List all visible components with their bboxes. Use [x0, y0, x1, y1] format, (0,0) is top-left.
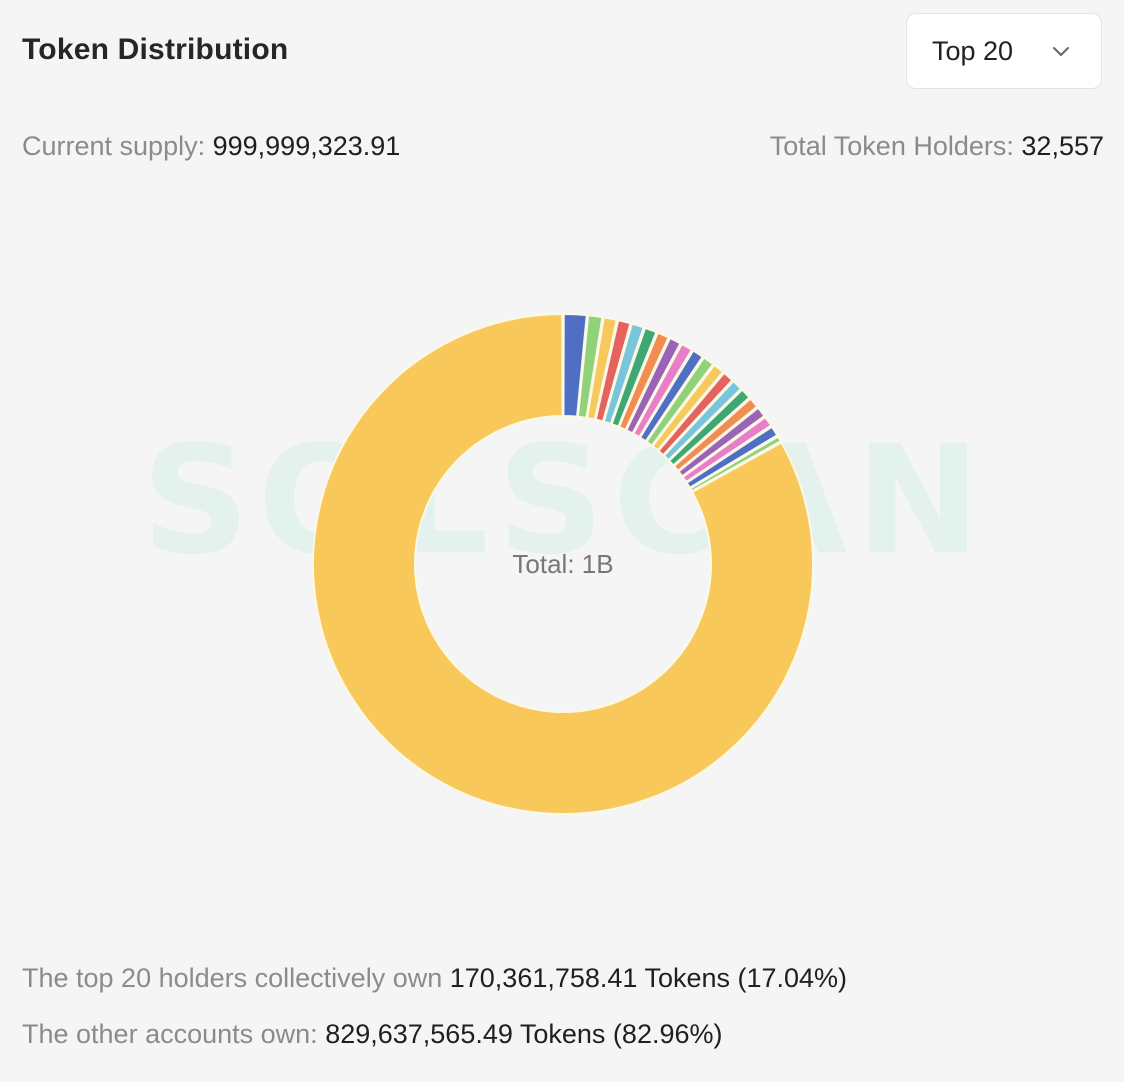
other-accounts-value: 829,637,565.49 Tokens (82.96%) — [325, 1019, 723, 1049]
distribution-chart: SOLSCAN Total: 1B — [0, 190, 1124, 930]
page-title: Token Distribution — [22, 33, 289, 66]
current-supply: Current supply: 999,999,323.91 — [22, 131, 400, 162]
slice-other-accounts[interactable] — [312, 313, 814, 815]
select-value: Top 20 — [932, 35, 1014, 66]
other-accounts-label: The other accounts own: — [22, 1019, 318, 1049]
top-holders-summary: The top 20 holders collectively own 170,… — [22, 963, 847, 994]
donut-slices — [312, 313, 814, 815]
supply-label: Current supply: — [22, 131, 206, 161]
total-holders: Total Token Holders: 32,557 — [770, 131, 1104, 162]
watermark-logo: SOLSCAN — [142, 414, 989, 588]
top-holders-label: The top 20 holders collectively own — [22, 963, 443, 993]
chart-center-label: Total: 1B — [512, 549, 613, 579]
chevron-down-icon — [1053, 47, 1069, 56]
supply-value: 999,999,323.91 — [212, 131, 401, 161]
other-accounts-summary: The other accounts own: 829,637,565.49 T… — [22, 1019, 723, 1050]
top-holders-value: 170,361,758.41 Tokens (17.04%) — [449, 963, 848, 993]
holders-label: Total Token Holders: — [769, 131, 1014, 161]
donut-chart: SOLSCAN Total: 1B — [142, 313, 989, 815]
top-holders-select[interactable]: Top 20 — [906, 13, 1102, 89]
holders-value: 32,557 — [1021, 131, 1104, 161]
